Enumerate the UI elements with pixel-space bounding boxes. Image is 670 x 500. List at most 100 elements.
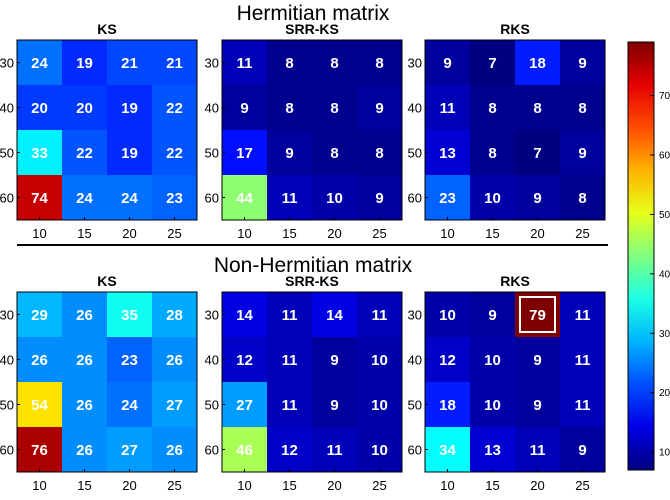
cell-value-label: 9 [578, 145, 586, 162]
cell-value-label: 11 [282, 307, 298, 324]
heatmap-cell [222, 130, 267, 175]
cell-value-label: 13 [484, 442, 501, 459]
cell-value-label: 9 [330, 352, 338, 369]
colorbar-tick-label: 20 [659, 388, 670, 399]
heatmap-cell [515, 85, 560, 130]
panel-frame [16, 291, 198, 473]
heatmap-cell [312, 40, 357, 85]
heatmap-cell [222, 85, 267, 130]
cell-value-label: 11 [282, 352, 298, 369]
heatmap-cell [560, 337, 605, 382]
heatmap-cell [152, 85, 197, 130]
cell-value-label: 44 [236, 190, 253, 207]
heatmap-cell [425, 130, 470, 175]
heatmap-cell [312, 382, 357, 427]
y-tick-label: 60 [205, 191, 219, 206]
cell-value-label: 11 [282, 397, 298, 414]
cell-value-label: 23 [166, 190, 183, 207]
heatmap-cell [267, 175, 312, 220]
cell-value-label: 10 [371, 352, 388, 369]
heatmap-cell [470, 382, 515, 427]
cell-value-label: 8 [330, 55, 338, 72]
heatmap-cell [267, 85, 312, 130]
panel-title: SRR-KS [285, 21, 339, 37]
heatmap-cell [470, 40, 515, 85]
cell-value-label: 9 [488, 307, 496, 324]
cell-value-label: 19 [121, 100, 138, 117]
heatmap-cell [560, 85, 605, 130]
cell-value-label: 7 [488, 55, 496, 72]
heatmap-cell [107, 382, 152, 427]
cell-value-label: 9 [330, 397, 338, 414]
heatmap-cell [17, 337, 62, 382]
x-tick-label: 10 [237, 226, 251, 241]
x-tick-label: 15 [485, 478, 499, 493]
cell-value-label: 11 [237, 55, 253, 72]
section-title-hermitian: Hermitian matrix [237, 2, 390, 25]
cell-value-label: 10 [484, 352, 501, 369]
heatmap-cell [425, 85, 470, 130]
heatmap-cell [152, 40, 197, 85]
heatmap-cell [425, 382, 470, 427]
heatmap-cell [470, 175, 515, 220]
heatmap-cell [107, 40, 152, 85]
cell-value-label: 11 [575, 307, 591, 324]
x-tick-label: 15 [485, 226, 499, 241]
heatmap-cell [357, 175, 402, 220]
heatmap-cell [357, 292, 402, 337]
cell-value-label: 26 [76, 442, 93, 459]
heatmap-cell [515, 427, 560, 472]
heatmap-cell [267, 382, 312, 427]
cell-value-label: 7 [533, 145, 541, 162]
heatmap-cell [107, 85, 152, 130]
heatmap-cell [62, 130, 107, 175]
cell-value-label: 12 [236, 352, 253, 369]
heatmap-cell [267, 337, 312, 382]
heatmap-cell [107, 427, 152, 472]
heatmap-cell [222, 292, 267, 337]
cell-value-label: 18 [439, 397, 456, 414]
cell-value-label: 29 [31, 307, 48, 324]
heatmap-cell [312, 85, 357, 130]
heatmap-cell [107, 130, 152, 175]
heatmap-cell [357, 382, 402, 427]
heatmap-cell [17, 40, 62, 85]
panel-non-hermitian-ks: KS 29 26 35 28 26 26 23 26 54 26 24 27 76 26 27 26 10 15 20… [0, 273, 198, 493]
x-tick-label: 25 [372, 226, 386, 241]
heatmap-cell [152, 337, 197, 382]
cell-value-label: 14 [236, 307, 253, 324]
heatmap-cell [515, 337, 560, 382]
heatmap-cell [357, 130, 402, 175]
x-tick-label: 20 [327, 478, 341, 493]
heatmap-cell [107, 337, 152, 382]
heatmap-cell [560, 382, 605, 427]
cell-value-label: 12 [281, 442, 298, 459]
cell-value-label: 8 [330, 145, 338, 162]
heatmap-cell [152, 130, 197, 175]
cell-value-label: 14 [326, 307, 343, 324]
heatmap-cell [357, 427, 402, 472]
heatmap-cell [17, 427, 62, 472]
heatmap-cell [312, 175, 357, 220]
x-tick-label: 15 [282, 226, 296, 241]
heatmap-cell [222, 40, 267, 85]
cell-value-label: 9 [578, 55, 586, 72]
panel-hermitian-rks: RKS 9 7 18 9 11 8 8 8 13 8 7 9 23 10 9 8 10 15 20 25 30 40 50 60 [408, 21, 606, 241]
cell-value-label: 28 [166, 307, 183, 324]
heatmap-cell [515, 382, 560, 427]
heatmap-cell [357, 85, 402, 130]
panel-frame [424, 291, 606, 473]
cell-value-label: 13 [439, 145, 456, 162]
cell-value-label: 10 [371, 442, 388, 459]
x-tick-label: 20 [530, 226, 544, 241]
heatmap-cell [267, 40, 312, 85]
heatmap-cell [560, 130, 605, 175]
x-tick-label: 25 [575, 226, 589, 241]
heatmap-cell [62, 337, 107, 382]
heatmap-cell [62, 40, 107, 85]
heatmap-cell [17, 85, 62, 130]
x-tick-label: 25 [167, 226, 181, 241]
y-tick-label: 50 [408, 146, 422, 161]
x-tick-label: 15 [77, 226, 91, 241]
